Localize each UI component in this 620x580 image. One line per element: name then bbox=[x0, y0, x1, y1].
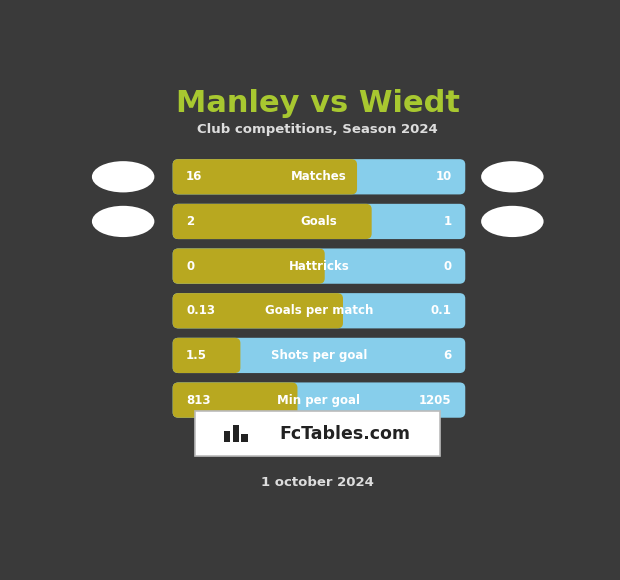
Text: Goals per match: Goals per match bbox=[265, 304, 373, 317]
FancyBboxPatch shape bbox=[280, 388, 291, 412]
FancyBboxPatch shape bbox=[172, 293, 465, 328]
FancyBboxPatch shape bbox=[354, 209, 366, 234]
Text: 0.13: 0.13 bbox=[186, 304, 215, 317]
Ellipse shape bbox=[92, 206, 154, 237]
FancyBboxPatch shape bbox=[326, 299, 337, 323]
Text: Goals: Goals bbox=[301, 215, 337, 228]
Text: 0: 0 bbox=[444, 260, 452, 273]
FancyBboxPatch shape bbox=[307, 254, 319, 278]
FancyBboxPatch shape bbox=[172, 338, 465, 373]
Text: FcTables.com: FcTables.com bbox=[279, 425, 410, 443]
FancyBboxPatch shape bbox=[339, 165, 352, 189]
Ellipse shape bbox=[92, 161, 154, 193]
FancyBboxPatch shape bbox=[172, 159, 357, 194]
Text: Manley vs Wiedt: Manley vs Wiedt bbox=[175, 89, 460, 118]
Ellipse shape bbox=[481, 206, 544, 237]
FancyBboxPatch shape bbox=[172, 338, 241, 373]
FancyBboxPatch shape bbox=[172, 382, 298, 418]
Text: 1 october 2024: 1 october 2024 bbox=[261, 476, 374, 489]
Text: 2: 2 bbox=[186, 215, 194, 228]
FancyBboxPatch shape bbox=[172, 248, 325, 284]
Text: 1205: 1205 bbox=[419, 394, 452, 407]
FancyBboxPatch shape bbox=[172, 382, 465, 418]
Text: 1: 1 bbox=[444, 215, 452, 228]
Text: 16: 16 bbox=[186, 171, 203, 183]
FancyBboxPatch shape bbox=[172, 248, 465, 284]
FancyBboxPatch shape bbox=[172, 159, 465, 194]
Text: 6: 6 bbox=[443, 349, 452, 362]
Ellipse shape bbox=[481, 161, 544, 193]
Text: Matches: Matches bbox=[291, 171, 347, 183]
Text: 0: 0 bbox=[186, 260, 194, 273]
FancyBboxPatch shape bbox=[241, 434, 247, 442]
FancyBboxPatch shape bbox=[232, 425, 239, 442]
Text: Min per goal: Min per goal bbox=[278, 394, 360, 407]
FancyBboxPatch shape bbox=[172, 204, 371, 239]
Text: Hattricks: Hattricks bbox=[288, 260, 349, 273]
Text: 1.5: 1.5 bbox=[186, 349, 207, 362]
Text: Club competitions, Season 2024: Club competitions, Season 2024 bbox=[197, 124, 438, 136]
Text: 813: 813 bbox=[186, 394, 211, 407]
FancyBboxPatch shape bbox=[172, 293, 343, 328]
Text: 0.1: 0.1 bbox=[431, 304, 452, 317]
Text: Shots per goal: Shots per goal bbox=[271, 349, 367, 362]
FancyBboxPatch shape bbox=[195, 411, 440, 456]
FancyBboxPatch shape bbox=[224, 431, 230, 442]
Text: 10: 10 bbox=[436, 171, 452, 183]
FancyBboxPatch shape bbox=[172, 204, 465, 239]
FancyBboxPatch shape bbox=[223, 343, 234, 368]
